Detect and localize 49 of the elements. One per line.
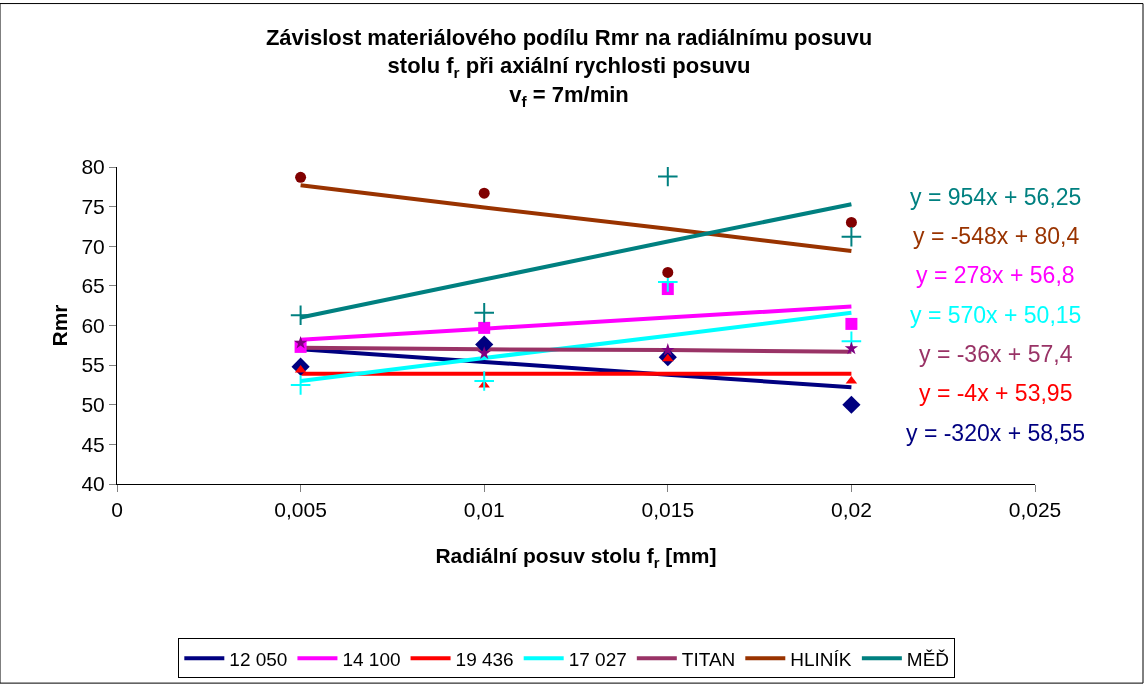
point bbox=[295, 171, 307, 183]
point bbox=[289, 374, 312, 396]
x-axis-title: Radiální posuv stolu f$_{r}$ [mm] bbox=[435, 544, 717, 571]
legend-label: HLINÍK bbox=[790, 648, 852, 670]
y-tick-label: 70 bbox=[81, 234, 105, 258]
point bbox=[293, 335, 308, 349]
point bbox=[478, 187, 490, 199]
point bbox=[842, 395, 861, 414]
annotation: y = -548x + 80,4 bbox=[913, 223, 1080, 249]
y-tick-label: 75 bbox=[81, 194, 105, 218]
y-axis-title: Rmr bbox=[47, 304, 71, 347]
y-tick-label: 40 bbox=[81, 472, 105, 496]
annotation: y = 570x + 50,15 bbox=[910, 302, 1082, 328]
point bbox=[845, 317, 858, 330]
annotation: y = -4x + 53,95 bbox=[919, 380, 1073, 406]
point bbox=[473, 302, 495, 324]
y-tick-label: 60 bbox=[81, 313, 105, 337]
legend-label: 17 027 bbox=[568, 648, 627, 670]
legend-label: TITAN bbox=[681, 648, 736, 670]
annotation: y = 278x + 56,8 bbox=[916, 262, 1075, 288]
point bbox=[845, 216, 857, 228]
x-tick-label: 0,005 bbox=[274, 498, 327, 522]
point bbox=[840, 225, 863, 248]
legend-label: 12 050 bbox=[229, 648, 288, 670]
point bbox=[477, 346, 491, 359]
y-tick-label: 55 bbox=[81, 353, 105, 377]
y-tick-label: 65 bbox=[81, 274, 105, 298]
legend-label: 19 436 bbox=[455, 648, 514, 670]
y-tick-label: 80 bbox=[81, 155, 105, 179]
annotation: y = -36x + 57,4 bbox=[919, 341, 1073, 367]
point bbox=[657, 167, 679, 188]
x-tick-label: 0,025 bbox=[1008, 498, 1062, 522]
point bbox=[844, 341, 859, 355]
annotation: y = 954x + 56,25 bbox=[910, 184, 1082, 210]
point bbox=[478, 321, 491, 334]
line-series bbox=[298, 183, 854, 254]
y-tick-label: 45 bbox=[81, 432, 105, 456]
legend-label: MĚĎ bbox=[906, 648, 950, 670]
point bbox=[473, 370, 495, 392]
x-tick-label: 0 bbox=[111, 498, 123, 522]
legend-label: 14 100 bbox=[342, 648, 401, 670]
point bbox=[661, 343, 675, 356]
x-tick-label: 0,02 bbox=[830, 498, 872, 522]
x-tick-label: 0,015 bbox=[641, 498, 695, 522]
y-tick-label: 50 bbox=[81, 393, 105, 417]
x-tick-label: 0,01 bbox=[463, 498, 505, 522]
chart-title: Závislost materiálového podílu Rmr na radiálnímu posuvu stolu f$_{r}$ při axiální rychlosti posuvu v$_{f}$ = 7m/min bbox=[265, 24, 873, 110]
annotation: y = -320x + 58,55 bbox=[906, 420, 1086, 446]
point bbox=[662, 266, 674, 278]
